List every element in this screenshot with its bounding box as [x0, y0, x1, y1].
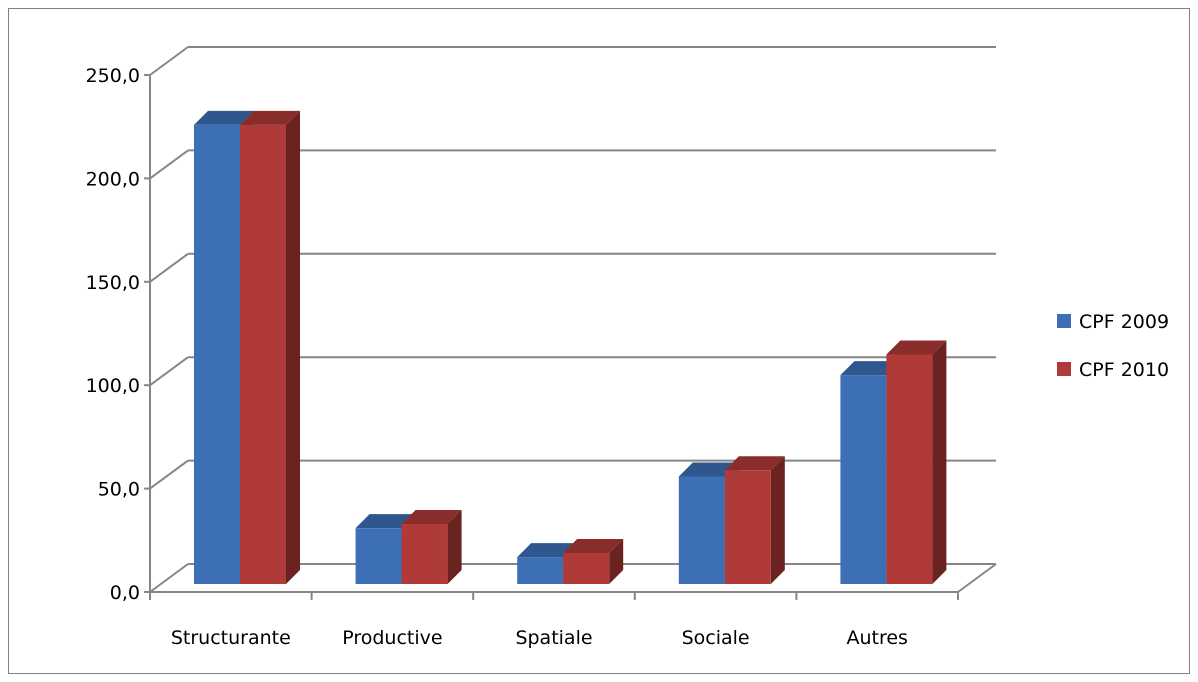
axes	[144, 74, 959, 600]
bar-top	[401, 510, 462, 525]
labels: 0,0 50,0 100,0 150,0 200,0 250,0 Structurante P…	[86, 65, 908, 649]
bar	[194, 124, 240, 585]
x-tick-label: Productive	[342, 627, 442, 649]
bar-top	[355, 514, 416, 529]
y-tick-label: 0,0	[110, 582, 140, 604]
bar	[886, 354, 933, 584]
bar-top	[886, 340, 947, 355]
y-tick-label: 100,0	[86, 375, 140, 397]
bar-side	[932, 340, 947, 584]
bar	[724, 470, 771, 584]
bar	[563, 552, 610, 584]
bar-top	[563, 538, 624, 553]
y-tick-label: 200,0	[86, 168, 140, 190]
bar	[355, 528, 402, 584]
x-tick-label: Autres	[846, 627, 907, 649]
bar-side	[447, 510, 462, 584]
floor-edge	[957, 563, 997, 593]
gridline-diagonal	[149, 46, 189, 76]
x-tick-label: Structurante	[171, 627, 291, 649]
gridline-diagonal	[149, 459, 189, 490]
bars	[194, 110, 947, 585]
bar	[240, 124, 286, 585]
legend-label: CPF 2009	[1079, 311, 1169, 333]
bar-top	[517, 543, 578, 558]
gridline-diagonal	[149, 356, 189, 387]
bar	[678, 476, 725, 584]
gridline-diagonal	[149, 563, 189, 593]
bar-top	[724, 456, 785, 471]
y-tick-label: 250,0	[86, 65, 140, 87]
bar	[840, 375, 887, 584]
y-tick-label: 150,0	[86, 272, 140, 294]
bar-top	[840, 361, 901, 376]
bar-side	[286, 110, 300, 585]
y-tick-label: 50,0	[98, 479, 140, 501]
x-tick-label: Spatiale	[515, 627, 592, 649]
bar-top	[240, 110, 300, 125]
legend-swatch	[1057, 314, 1071, 328]
legend: CPF 2009 CPF 2010	[1057, 311, 1169, 381]
x-tick-label: Sociale	[682, 627, 750, 649]
bar-side	[609, 538, 624, 584]
gridline-diagonal	[149, 149, 189, 180]
gridline-diagonal	[149, 252, 189, 283]
bar-top	[194, 110, 254, 125]
bar	[401, 524, 448, 584]
legend-swatch	[1057, 362, 1071, 376]
legend-label: CPF 2010	[1079, 359, 1169, 381]
bar	[517, 557, 564, 584]
bar-top	[678, 462, 739, 477]
bar-side	[770, 456, 785, 584]
